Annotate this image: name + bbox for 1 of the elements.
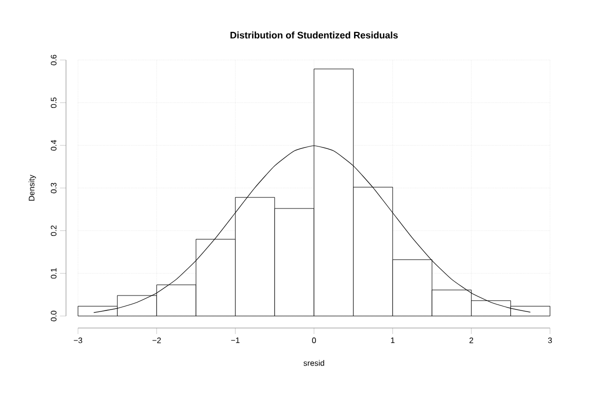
chart-title: Distribution of Studentized Residuals bbox=[230, 32, 398, 39]
